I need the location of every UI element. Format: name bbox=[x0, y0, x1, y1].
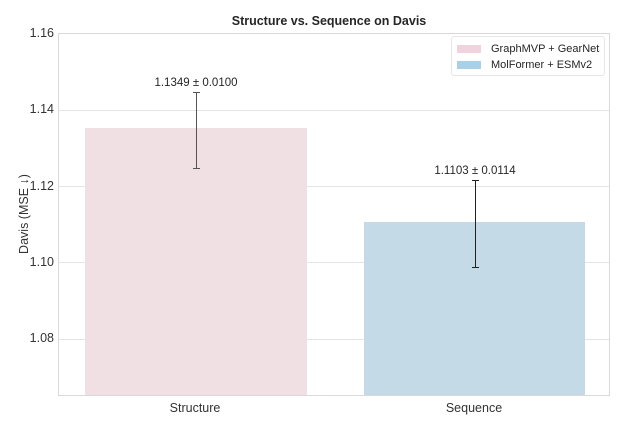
value-label-sequence: 1.1103 ± 0.0114 bbox=[434, 165, 516, 178]
error-cap bbox=[193, 168, 200, 170]
y-tick: 1.12 bbox=[29, 179, 54, 193]
bar-structure bbox=[85, 127, 307, 395]
error-cap bbox=[193, 91, 200, 93]
gridline bbox=[59, 110, 609, 111]
y-tick: 1.16 bbox=[29, 26, 54, 40]
x-tick-sequence: Sequence bbox=[445, 401, 503, 415]
error-bar-sequence bbox=[475, 180, 476, 268]
value-label-structure: 1.1349 ± 0.0100 bbox=[154, 76, 238, 89]
gridline bbox=[59, 186, 609, 187]
gridline bbox=[59, 262, 609, 263]
y-tick: 1.08 bbox=[29, 331, 54, 345]
legend: GraphMVP + GearNet MolFormer + ESMv2 bbox=[451, 36, 605, 76]
error-cap bbox=[472, 180, 479, 182]
legend-item-graphmvp-gearnet: GraphMVP + GearNet bbox=[457, 42, 599, 56]
legend-swatch-icon bbox=[457, 45, 481, 53]
gridline bbox=[59, 339, 609, 340]
error-cap bbox=[472, 267, 479, 269]
error-bar-structure bbox=[196, 91, 197, 169]
bar-sequence bbox=[364, 221, 585, 395]
y-tick: 1.14 bbox=[29, 102, 54, 116]
x-tick-structure: Structure bbox=[169, 401, 221, 415]
plot-area: 1.1349 ± 0.0100 1.1103 ± 0.0114 bbox=[58, 33, 610, 396]
y-tick: 1.10 bbox=[29, 255, 54, 269]
legend-item-molformer-esmv2: MolFormer + ESMv2 bbox=[457, 58, 592, 72]
legend-swatch-icon bbox=[457, 61, 481, 69]
chart-title: Structure vs. Sequence on Davis bbox=[231, 14, 427, 28]
